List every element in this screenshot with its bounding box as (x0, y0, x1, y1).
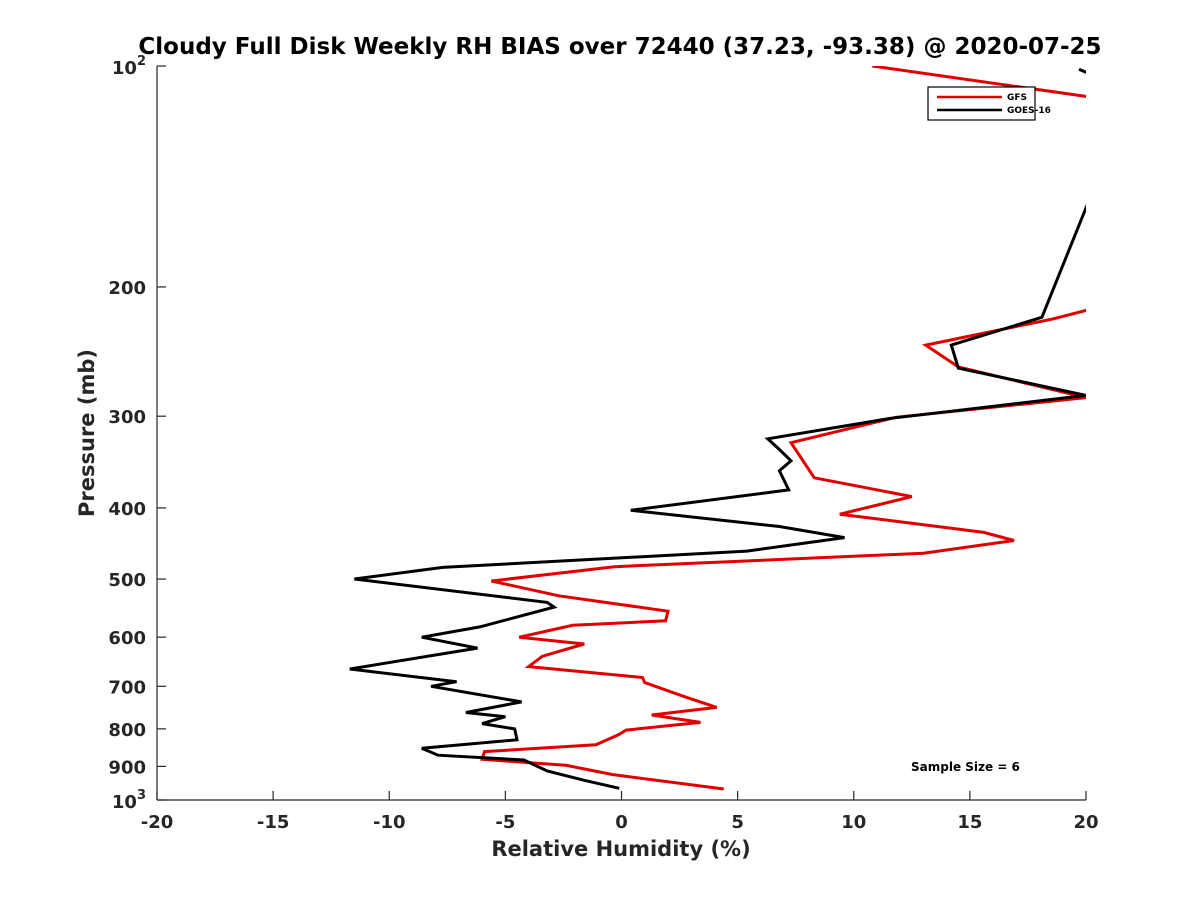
y-tick-base: 10 (112, 792, 137, 813)
y-tick-label: 103 (112, 788, 146, 813)
x-ticks: -20 -15 -10 -5 0 5 10 15 20 (141, 791, 1099, 833)
legend: GFS GOES-16 (927, 86, 1051, 121)
x-tick-label: 15 (957, 812, 982, 833)
y-tick-label: 700 (108, 677, 146, 698)
y-axis-label: Pressure (mb) (75, 349, 99, 517)
y-tick-label: 900 (108, 757, 146, 778)
x-tick-label: 10 (841, 812, 866, 833)
series-line-goes-16 (349, 67, 1086, 790)
x-tick-label: -10 (373, 812, 406, 833)
chart-title: Cloudy Full Disk Weekly RH BIAS over 724… (138, 34, 1101, 60)
x-tick-label: 20 (1073, 812, 1098, 833)
x-tick-label: -5 (495, 812, 515, 833)
y-tick-exponent: 3 (137, 788, 146, 803)
x-tick-label: -20 (141, 812, 174, 833)
y-tick-label: 500 (108, 570, 146, 591)
x-axis-label: Relative Humidity (%) (491, 837, 750, 861)
legend-box (927, 86, 1036, 121)
y-tick-exponent: 2 (137, 54, 146, 69)
legend-label-goes16: GOES-16 (1007, 106, 1051, 116)
y-tick-base: 10 (112, 58, 137, 79)
series-layer (349, 66, 1086, 791)
legend-label-gfs: GFS (1007, 93, 1027, 103)
y-tick-label: 200 (108, 278, 146, 299)
y-tick-label: 800 (108, 720, 146, 741)
x-tick-label: -15 (257, 812, 290, 833)
y-tick-label: 400 (108, 499, 146, 520)
y-tick-label: 600 (108, 628, 146, 649)
sample-size-annotation: Sample Size = 6 (911, 760, 1020, 774)
y-tick-label: 300 (108, 407, 146, 428)
x-tick-label: 5 (731, 812, 744, 833)
plot-axes (156, 66, 1086, 801)
y-tick-label: 102 (112, 54, 146, 79)
x-tick-label: 0 (615, 812, 628, 833)
